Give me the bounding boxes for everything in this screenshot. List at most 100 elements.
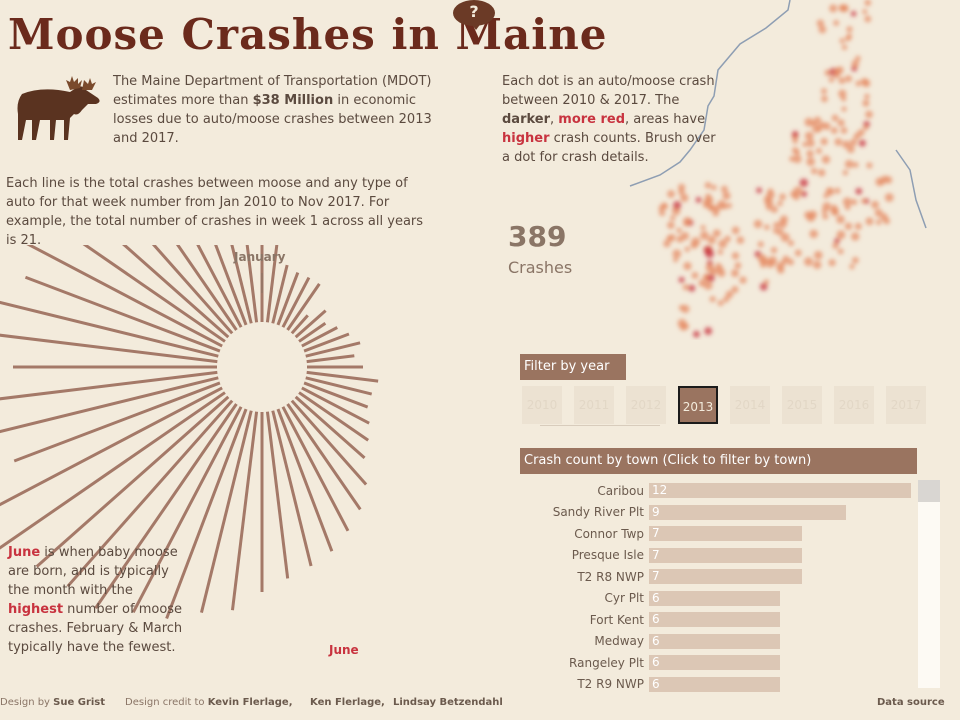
crash-dot[interactable] <box>707 235 716 245</box>
crash-dot[interactable] <box>834 138 843 146</box>
crash-dot[interactable] <box>799 178 809 188</box>
week-line-3[interactable] <box>271 264 289 324</box>
crash-dot[interactable] <box>717 269 726 278</box>
crash-dot[interactable] <box>705 249 715 259</box>
week-line-35[interactable] <box>0 391 226 552</box>
crash-dot[interactable] <box>879 179 885 185</box>
crash-dot[interactable] <box>871 200 879 209</box>
week-line-10[interactable] <box>301 326 338 348</box>
crash-dot[interactable] <box>850 10 857 17</box>
crash-dot[interactable] <box>667 221 675 229</box>
crash-dot[interactable] <box>690 241 698 249</box>
crash-dot[interactable] <box>717 249 724 255</box>
week-line-32[interactable] <box>94 403 238 609</box>
crash-dot[interactable] <box>817 168 826 177</box>
crash-dot[interactable] <box>846 33 853 40</box>
crash-dot[interactable] <box>672 201 682 210</box>
crash-dot[interactable] <box>680 193 689 203</box>
crash-dot[interactable] <box>875 219 882 225</box>
town-row[interactable]: Medway 6 <box>520 631 920 653</box>
town-row[interactable]: Presque Isle 7 <box>520 545 920 567</box>
crash-dot[interactable] <box>842 169 849 176</box>
crash-dot[interactable] <box>684 246 690 252</box>
crash-dot[interactable] <box>834 237 840 244</box>
crash-dot[interactable] <box>820 137 828 146</box>
crash-dot[interactable] <box>731 269 739 278</box>
crash-dot[interactable] <box>673 257 679 263</box>
crash-dot[interactable] <box>704 182 712 189</box>
crash-dot[interactable] <box>806 157 815 167</box>
crash-dot[interactable] <box>760 261 767 268</box>
crash-dot[interactable] <box>839 38 845 44</box>
crash-dot[interactable] <box>682 284 689 291</box>
crash-dot[interactable] <box>713 205 721 213</box>
crash-dot[interactable] <box>821 155 831 164</box>
crash-dot[interactable] <box>717 300 724 307</box>
data-source-link[interactable]: Data source <box>877 697 945 708</box>
crash-dot[interactable] <box>726 202 732 209</box>
crash-dot[interactable] <box>715 262 722 269</box>
crash-dot[interactable] <box>840 96 847 102</box>
crash-dot[interactable] <box>845 75 852 83</box>
crash-dot[interactable] <box>840 127 848 134</box>
week-line-51[interactable] <box>217 245 253 324</box>
town-bar[interactable]: 7 <box>649 569 802 585</box>
week-line-8[interactable] <box>294 309 327 339</box>
crash-dot[interactable] <box>855 80 862 87</box>
crash-dot[interactable] <box>670 215 676 221</box>
crash-dot[interactable] <box>680 232 690 241</box>
town-bar[interactable]: 7 <box>649 526 802 542</box>
week-line-12[interactable] <box>305 341 361 358</box>
crash-dot[interactable] <box>772 228 778 234</box>
week-line-4[interactable] <box>276 272 300 326</box>
week-line-2[interactable] <box>265 245 279 323</box>
crash-dot[interactable] <box>668 234 676 242</box>
crash-dot[interactable] <box>793 154 802 164</box>
crash-dot[interactable] <box>778 219 787 229</box>
crash-dot[interactable] <box>757 254 767 263</box>
crash-dot[interactable] <box>854 222 862 230</box>
crash-dot[interactable] <box>844 159 854 169</box>
crash-dot[interactable] <box>722 191 731 200</box>
crash-dot[interactable] <box>765 259 775 268</box>
week-line-24[interactable] <box>276 408 334 552</box>
crash-dot[interactable] <box>828 259 836 267</box>
crash-dot[interactable] <box>831 204 838 211</box>
week-line-38[interactable] <box>0 376 219 434</box>
week-line-9[interactable] <box>298 322 327 343</box>
crash-dot[interactable] <box>813 260 822 270</box>
week-line-33[interactable] <box>66 399 234 588</box>
crash-dot[interactable] <box>884 193 894 202</box>
town-row[interactable]: T2 R9 NWP 6 <box>520 674 920 696</box>
crash-dot[interactable] <box>842 197 852 207</box>
crash-dot[interactable] <box>756 187 763 194</box>
crash-dot[interactable] <box>831 114 839 122</box>
town-row[interactable]: Cyr Plt 6 <box>520 588 920 610</box>
crash-dot[interactable] <box>862 99 870 107</box>
crash-dot[interactable] <box>734 262 742 269</box>
town-scrollbar[interactable] <box>918 480 940 688</box>
week-line-31[interactable] <box>131 406 243 613</box>
town-row[interactable]: Connor Twp 7 <box>520 523 920 545</box>
crash-dot[interactable] <box>792 138 798 144</box>
crash-dot[interactable] <box>883 217 891 225</box>
week-line-50[interactable] <box>188 245 248 326</box>
crash-dot[interactable] <box>691 271 699 279</box>
crash-dot[interactable] <box>667 190 675 198</box>
week-line-25[interactable] <box>271 410 313 567</box>
crash-dot[interactable] <box>780 259 787 266</box>
year-button-2014[interactable]: 2014 <box>730 386 770 424</box>
crash-dot[interactable] <box>852 161 859 168</box>
crash-dot[interactable] <box>766 190 775 200</box>
town-row[interactable]: Caribou 12 <box>520 480 920 502</box>
crash-dot[interactable] <box>832 242 839 249</box>
crash-dot[interactable] <box>858 139 866 147</box>
crash-dot[interactable] <box>838 77 846 85</box>
crash-dot[interactable] <box>794 249 802 257</box>
crash-dot[interactable] <box>731 285 739 294</box>
crash-dot[interactable] <box>700 231 709 240</box>
crash-dot[interactable] <box>712 229 721 238</box>
crash-dot[interactable] <box>663 240 671 248</box>
crash-dot[interactable] <box>816 126 822 132</box>
crash-dot[interactable] <box>770 246 778 254</box>
